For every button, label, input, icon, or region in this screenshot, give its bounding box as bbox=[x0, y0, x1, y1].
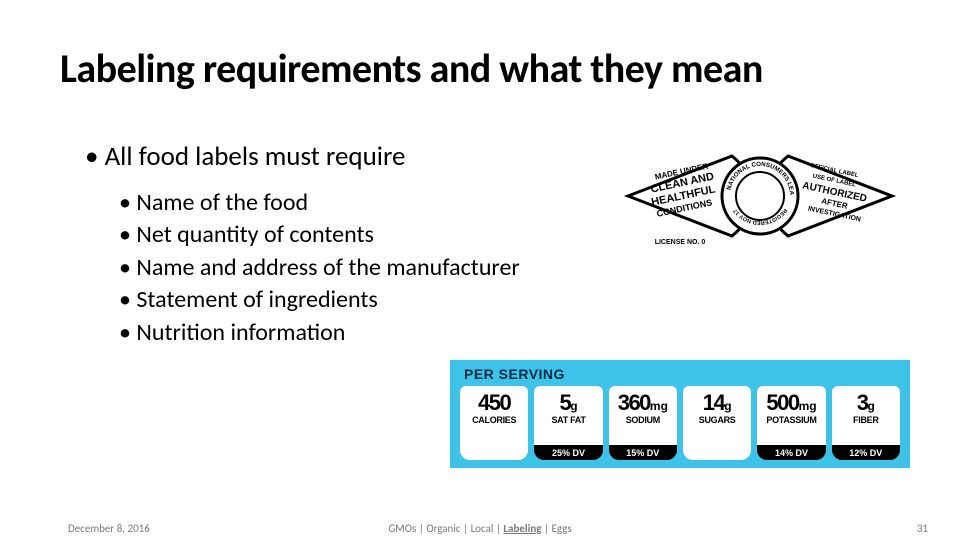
footer-page-number: 31 bbox=[917, 522, 928, 535]
nutrition-cell: 5gSAT FAT25% DV bbox=[534, 386, 602, 460]
slide: Labeling requirements and what they mean… bbox=[0, 0, 960, 540]
seal-text: LICENSE NO. 0 bbox=[655, 239, 706, 246]
seal-graphic: MADE UNDER CLEAN AND HEALTHFUL CONDITION… bbox=[620, 132, 900, 262]
footer-center: GMOs | Organic | Local | Labeling | Eggs bbox=[0, 522, 960, 535]
bullet-level2: Nutrition information bbox=[119, 317, 520, 349]
slide-body: All food labels must require Name of the… bbox=[85, 140, 520, 349]
nutrition-cells: 450CALORIES.5gSAT FAT25% DV360mgSODIUM15… bbox=[460, 386, 900, 460]
bullet-level2: Net quantity of contents bbox=[119, 219, 520, 251]
bullet-level2: Name and address of the manufacturer bbox=[119, 252, 520, 284]
nutrition-panel: PER SERVING 450CALORIES.5gSAT FAT25% DV3… bbox=[450, 360, 910, 468]
nutrition-cell: 14gSUGARS. bbox=[683, 386, 751, 460]
bullet-level1: All food labels must require bbox=[85, 140, 520, 173]
nutrition-header: PER SERVING bbox=[464, 366, 565, 382]
nutrition-cell: 360mgSODIUM15% DV bbox=[609, 386, 677, 460]
nutrition-cell: 450CALORIES. bbox=[460, 386, 528, 460]
nutrition-cell: 500mgPOTASSIUM14% DV bbox=[757, 386, 825, 460]
nutrition-cell: 3gFIBER12% DV bbox=[832, 386, 900, 460]
slide-title: Labeling requirements and what they mean bbox=[60, 44, 763, 93]
bullet-level2: Name of the food bbox=[119, 187, 520, 219]
bullet-level2: Statement of ingredients bbox=[119, 284, 520, 316]
